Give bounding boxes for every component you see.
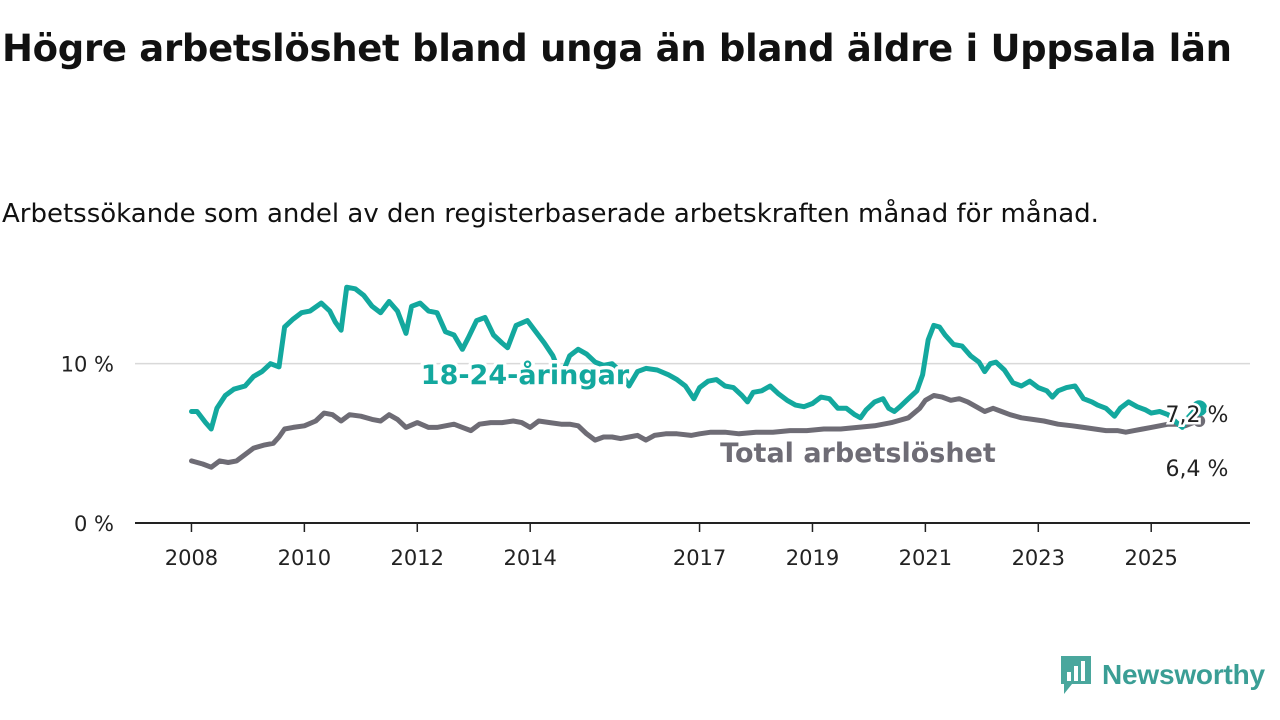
x-tick-label: 2014	[503, 546, 556, 570]
x-tick-label: 2008	[165, 546, 218, 570]
chart-title: Högre arbetslöshet bland unga än bland ä…	[2, 27, 1232, 70]
x-tick-label: 2010	[278, 546, 331, 570]
series-line-0	[189, 284, 1202, 432]
y-tick-label: 10 %	[61, 353, 114, 377]
series-end-label: 7,2 %	[1166, 403, 1229, 428]
x-tick-label: 2017	[673, 546, 726, 570]
series-end-point-1	[1193, 415, 1206, 428]
series-end-point-0	[1191, 400, 1208, 417]
brand-name: Newsworthy	[1102, 659, 1265, 690]
series-labels: 18-24-åringar Total arbetslöshet 7,2 % 6,4 …	[417, 356, 1231, 485]
x-tick-label: 2019	[786, 546, 839, 570]
x-tick-label: 2025	[1124, 546, 1177, 570]
series-name-label: 18-24-åringar	[421, 359, 630, 391]
x-tick-label: 2012	[391, 546, 444, 570]
x-tick-label: 2021	[899, 546, 952, 570]
series-name-label: Total arbetslöshet	[720, 438, 996, 469]
chart-subtitle: Arbetssökande som andel av den registerb…	[2, 199, 1099, 229]
series-line-1	[189, 393, 1202, 470]
newsworthy-logo: Newsworthy	[1058, 654, 1265, 696]
y-tick-label: 0 %	[74, 512, 114, 536]
series-lines	[189, 284, 1208, 470]
series-end-label: 6,4 %	[1166, 457, 1229, 482]
axes: 0 % 10 % 2008 2010 2012 2014 2017 2019 2021 2023 2…	[61, 353, 1250, 570]
x-tick-label: 2023	[1012, 546, 1065, 570]
bar-chart-logo-icon	[1061, 656, 1091, 694]
